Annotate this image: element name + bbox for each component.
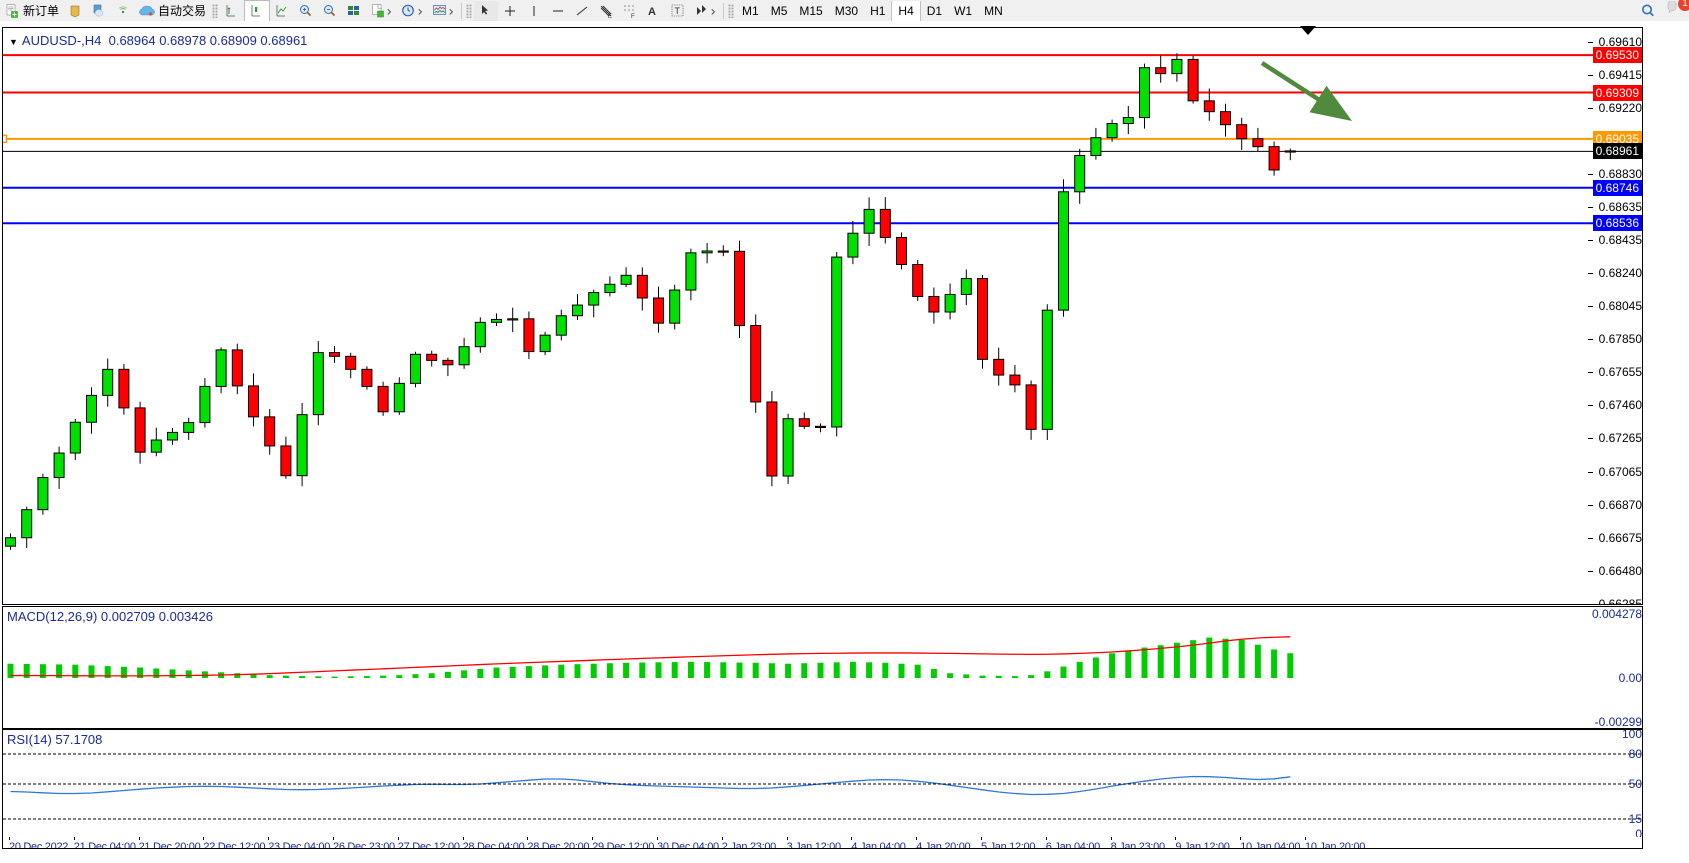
svg-text:T: T: [675, 6, 681, 16]
svg-text:F: F: [631, 14, 635, 19]
svg-text:A: A: [648, 6, 656, 18]
svg-text:E: E: [608, 14, 612, 19]
